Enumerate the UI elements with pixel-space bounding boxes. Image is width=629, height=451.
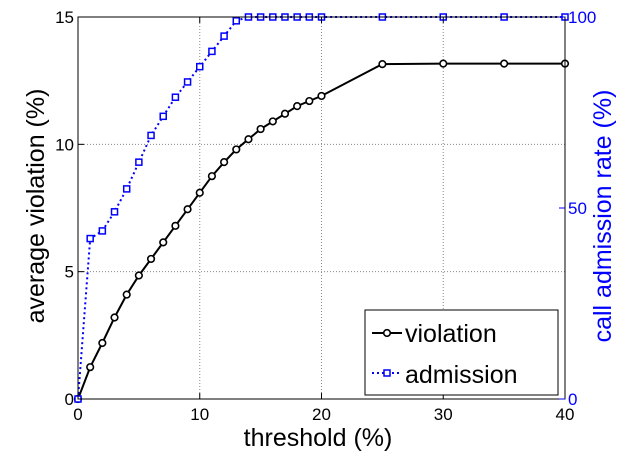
legend-admission-label: admission [405, 361, 518, 389]
left-y-tick-label: 0 [65, 390, 74, 409]
data-point-violation [220, 158, 229, 167]
x-tick-label: 30 [434, 405, 453, 424]
left-y-tick-label: 5 [65, 263, 74, 282]
left-y-axis-label: average violation (%) [22, 89, 50, 324]
data-point-violation [305, 96, 314, 106]
legend-box [364, 309, 559, 396]
data-point-violation [195, 188, 204, 197]
left-y-tick-label: 15 [55, 8, 74, 27]
left-y-tick-label: 10 [55, 135, 74, 154]
data-point-admission [232, 17, 241, 25]
data-point-violation [232, 145, 241, 154]
data-point-violation [268, 117, 277, 126]
data-point-violation [86, 363, 95, 372]
data-point-admission [196, 62, 204, 71]
data-point-violation [439, 59, 448, 68]
data-point-violation [98, 338, 107, 348]
x-tick-label: 20 [312, 405, 331, 424]
data-point-admission [159, 112, 167, 121]
data-point-admission [98, 227, 107, 235]
x-tick-label: 40 [556, 405, 575, 424]
data-point-violation [159, 238, 168, 247]
data-point-admission [110, 208, 119, 216]
data-point-admission [208, 47, 216, 56]
data-point-violation [317, 91, 326, 101]
data-point-admission [171, 93, 180, 101]
legend-violation-marker [382, 328, 392, 338]
data-point-violation [293, 102, 302, 111]
data-point-violation [171, 221, 180, 230]
data-point-admission [135, 158, 143, 166]
data-point-violation [244, 135, 253, 144]
right-y-axis-label: call admission rate (%) [589, 90, 617, 343]
x-tick-label: 0 [73, 405, 82, 424]
data-point-violation [183, 205, 192, 214]
legend-violation-label: violation [405, 320, 497, 348]
right-y-tick-label: 100 [568, 8, 596, 27]
right-y-tick-label: 0 [568, 390, 577, 409]
data-point-violation [122, 290, 131, 299]
data-point-violation [256, 124, 265, 134]
data-point-admission [147, 131, 155, 140]
data-point-violation [146, 254, 156, 264]
data-point-violation [280, 109, 290, 118]
right-y-tick-label: 50 [568, 199, 587, 218]
data-point-violation [110, 313, 119, 322]
grid-lines [78, 17, 565, 399]
data-point-violation [207, 172, 217, 181]
data-point-violation [500, 59, 509, 68]
legend: violation admission [364, 309, 559, 396]
data-point-admission [122, 185, 131, 193]
legend-admission-marker [383, 369, 391, 377]
x-tick-label: 10 [190, 405, 209, 424]
data-point-violation [378, 60, 387, 69]
data-point-admission [220, 32, 228, 40]
data-point-violation [134, 271, 143, 280]
data-point-admission [183, 78, 192, 86]
x-axis-label: threshold (%) [244, 424, 393, 451]
data-point-admission [86, 234, 94, 243]
